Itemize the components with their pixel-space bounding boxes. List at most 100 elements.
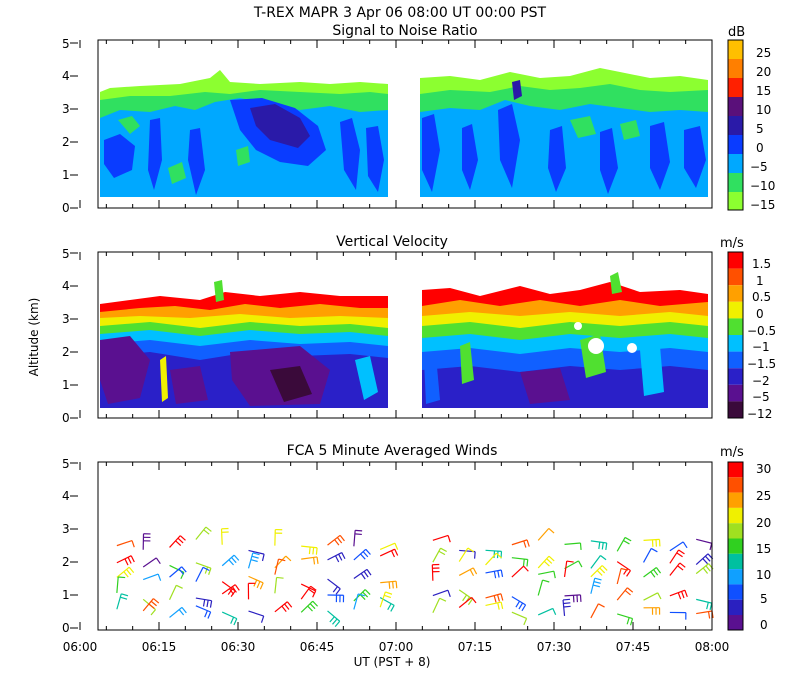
wind-barb bbox=[248, 549, 265, 562]
wind-barb bbox=[327, 552, 346, 563]
snr-patch-darkblue-r1 bbox=[512, 80, 522, 100]
wind-barb bbox=[248, 575, 264, 590]
wind-barb bbox=[116, 555, 135, 566]
wind-barb bbox=[274, 528, 283, 546]
vv-ytick-3: 3 bbox=[62, 312, 70, 326]
wind-barb bbox=[590, 555, 607, 569]
xtick-label-8: 08:00 bbox=[695, 640, 730, 654]
vv-ytick-2: 2 bbox=[62, 345, 70, 359]
vv-ytick-1: 1 bbox=[62, 378, 70, 392]
snr-cb-label-7: −10 bbox=[750, 179, 775, 193]
wind-barb bbox=[511, 539, 530, 548]
wind-barb bbox=[221, 554, 240, 567]
vv-panel-title: Vertical Velocity bbox=[336, 234, 448, 250]
wind-barb bbox=[590, 603, 605, 619]
snr-colorbar-unit: dB bbox=[728, 25, 745, 40]
xtick-label-4: 07:00 bbox=[379, 640, 414, 654]
wind-barb bbox=[431, 563, 440, 581]
vv-gap-hole-1 bbox=[588, 338, 604, 354]
vv-heatmap bbox=[100, 272, 708, 408]
winds-cb-label-6: 0 bbox=[760, 618, 768, 632]
wind-barb bbox=[485, 601, 504, 610]
wind-barb bbox=[169, 606, 187, 618]
wind-barb bbox=[300, 600, 319, 613]
snr-patch-blue-r1 bbox=[422, 114, 440, 192]
wind-barb bbox=[616, 536, 632, 552]
wind-barb bbox=[696, 538, 713, 551]
snr-cb-label-6: −5 bbox=[750, 160, 768, 174]
wind-barb bbox=[537, 579, 550, 596]
winds-colorbar-unit: m/s bbox=[720, 445, 744, 460]
wind-barb bbox=[643, 547, 658, 563]
wind-barb bbox=[564, 560, 583, 570]
wind-barb bbox=[327, 610, 341, 627]
wind-barb bbox=[247, 582, 256, 600]
xtick-label-7: 07:45 bbox=[616, 640, 651, 654]
wind-barb bbox=[116, 566, 135, 578]
wind-barb bbox=[116, 539, 135, 548]
wind-barb bbox=[458, 567, 478, 577]
wind-barb bbox=[616, 567, 629, 585]
wind-barb bbox=[616, 587, 634, 601]
vv-patch-green-r3 bbox=[610, 272, 622, 294]
vv-y-ticks: 0 1 2 3 4 5 bbox=[62, 247, 70, 425]
wind-barb bbox=[537, 555, 555, 569]
winds-panel-title: FCA 5 Minute Averaged Winds bbox=[287, 443, 498, 459]
vv-patch-green-r2 bbox=[460, 342, 474, 384]
winds-cb-label-5: 5 bbox=[760, 592, 768, 606]
wind-barb bbox=[432, 589, 451, 597]
wind-barb bbox=[485, 593, 504, 603]
vv-panel: Vertical Velocity bbox=[27, 234, 776, 425]
snr-patch-blue-6 bbox=[366, 126, 384, 192]
snr-patch-green-1 bbox=[118, 116, 140, 134]
winds-ytick-5: 5 bbox=[62, 457, 70, 471]
wind-barb bbox=[353, 529, 363, 547]
wind-barb bbox=[142, 598, 160, 612]
wind-barb bbox=[221, 611, 238, 626]
snr-cb-label-1: 20 bbox=[756, 65, 771, 79]
winds-cb-label-2: 20 bbox=[756, 516, 771, 530]
wind-barb bbox=[379, 591, 393, 608]
wind-barb bbox=[195, 566, 210, 582]
snr-patch-blue-r4 bbox=[548, 126, 566, 192]
wind-barb bbox=[669, 611, 687, 620]
wind-barb bbox=[353, 568, 372, 580]
xtick-label-5: 07:15 bbox=[458, 640, 493, 654]
wind-barb bbox=[220, 527, 229, 545]
wind-barb bbox=[695, 553, 714, 566]
wind-barb bbox=[643, 538, 661, 547]
wind-barb bbox=[669, 562, 686, 576]
vv-cb-label-4: −0.5 bbox=[747, 324, 776, 338]
xtick-label-6: 07:30 bbox=[537, 640, 572, 654]
wind-barb bbox=[669, 589, 688, 600]
vv-colorbar: m/s 1.5 1 0.5 0 −0.5 −1 −1.5 −2 −5 − bbox=[720, 236, 776, 421]
wind-barb bbox=[300, 583, 317, 598]
winds-axes-frame bbox=[97, 461, 713, 631]
vv-cb-label-9: −12 bbox=[747, 407, 772, 421]
vv-axes-frame bbox=[97, 251, 713, 419]
vv-ytick-0: 0 bbox=[62, 411, 70, 425]
vv-patch-green-1 bbox=[214, 280, 224, 302]
snr-cb-label-3: 10 bbox=[756, 103, 771, 117]
snr-patch-blue-r5 bbox=[600, 128, 618, 194]
snr-y-ticks: 0 1 2 3 4 5 bbox=[62, 37, 70, 215]
winds-ytick-3: 3 bbox=[62, 522, 70, 536]
winds-ytick-4: 4 bbox=[62, 489, 70, 503]
snr-patch-green-r1 bbox=[570, 116, 596, 138]
y-axis-label: Altitude (km) bbox=[27, 298, 41, 377]
xtick-label-3: 06:45 bbox=[300, 640, 335, 654]
wind-barb bbox=[327, 534, 345, 546]
snr-ytick-4: 4 bbox=[62, 69, 70, 83]
snr-patch-blue-3 bbox=[148, 118, 162, 190]
winds-ytick-2: 2 bbox=[62, 555, 70, 569]
vv-patch-yellow-1 bbox=[160, 356, 168, 402]
vv-colorbar-unit: m/s bbox=[720, 236, 744, 251]
vv-patch-dark-1 bbox=[270, 366, 312, 402]
vv-cb-label-0: 1.5 bbox=[752, 257, 771, 271]
snr-panel: Signal to Noise Ratio bbox=[62, 23, 775, 215]
wind-barb bbox=[248, 610, 265, 623]
wind-barb bbox=[274, 558, 286, 575]
snr-axes-frame bbox=[97, 39, 713, 209]
wind-barb bbox=[511, 611, 528, 626]
winds-cb-label-3: 15 bbox=[756, 542, 771, 556]
